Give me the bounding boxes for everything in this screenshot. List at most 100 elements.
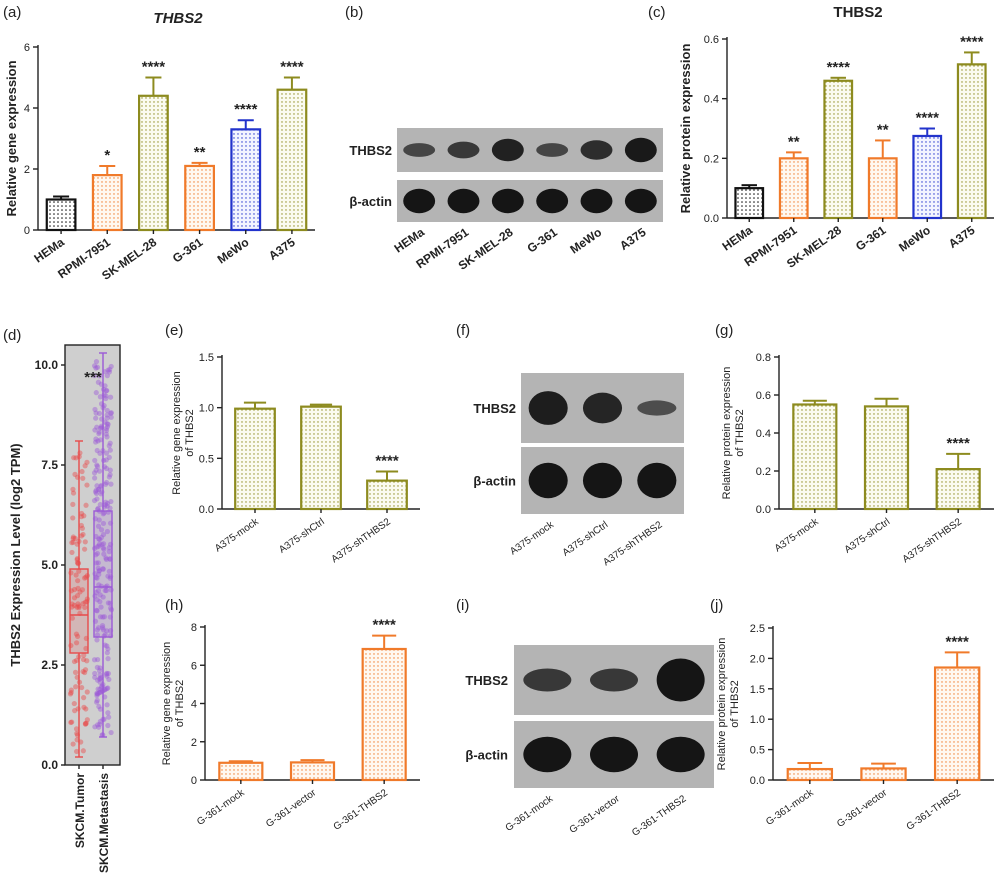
data-point [80, 531, 86, 538]
data-point [108, 410, 115, 416]
data-point [104, 643, 110, 649]
bar-a375-shthbs2 [935, 468, 981, 511]
significance-label: **** [234, 101, 258, 118]
data-point [94, 575, 100, 581]
bar-g-361-mock [786, 767, 834, 782]
data-point [104, 372, 110, 379]
bar-g-361-mock [218, 761, 264, 782]
data-point [94, 544, 100, 550]
lane-label: HEMa [392, 225, 428, 256]
data-point [93, 359, 100, 365]
data-point [94, 691, 100, 697]
bar-hema [734, 187, 765, 220]
band [580, 188, 613, 214]
data-point [108, 498, 114, 505]
band [580, 140, 613, 160]
data-point [96, 582, 102, 588]
x-tick-label: A375-mock [773, 516, 822, 555]
data-point [101, 546, 107, 552]
data-point [95, 686, 101, 692]
panel-letter-f: (f) [456, 322, 470, 339]
y-tick-label: 4 [24, 103, 30, 115]
data-point [101, 541, 107, 547]
data-point [103, 499, 109, 505]
bar-a375-shctrl [300, 405, 342, 511]
data-point [92, 489, 99, 495]
data-point [70, 515, 76, 521]
y-axis-label-2: of THBS2 [734, 409, 746, 457]
data-point [104, 434, 110, 440]
data-point [83, 574, 89, 580]
data-point [91, 497, 98, 504]
data-point [102, 383, 108, 389]
data-point [103, 395, 109, 402]
data-point [94, 637, 100, 643]
data-point [91, 363, 98, 369]
data-point [80, 668, 86, 675]
data-point [97, 721, 103, 727]
data-point [82, 599, 88, 605]
data-point [84, 689, 90, 695]
y-tick-label: 2 [24, 164, 30, 176]
y-tick-label: 8 [191, 622, 197, 634]
data-point [68, 689, 74, 696]
data-point [73, 455, 79, 461]
y-tick-label: 0.4 [704, 94, 719, 106]
data-point [77, 589, 83, 595]
data-point [75, 585, 81, 591]
data-point [100, 531, 107, 538]
band [528, 462, 568, 499]
data-point [97, 614, 104, 620]
data-point [82, 669, 88, 676]
y-tick-label: 0.0 [41, 758, 58, 772]
data-point [84, 459, 90, 465]
data-point [93, 574, 99, 581]
x-tick-label: MeWo [215, 235, 252, 267]
data-point [105, 367, 111, 373]
data-point [95, 690, 101, 697]
data-point [103, 427, 110, 434]
data-point [81, 704, 87, 710]
data-point [82, 721, 89, 727]
y-tick-label: 0.6 [756, 390, 771, 402]
data-point [93, 560, 100, 566]
box-skcm.tumor [69, 568, 89, 654]
panel-letter-d: (d) [3, 327, 21, 344]
data-point [94, 697, 100, 704]
data-point [94, 627, 100, 633]
significance-label: *** [84, 369, 102, 386]
chart-e: 0.0 0.5 1.0 1.5 A375-mock A375-shCtrl **** A375… [171, 352, 420, 565]
data-point [104, 628, 110, 634]
data-point [96, 517, 102, 523]
box-skcm.metastasis [93, 510, 113, 638]
data-point [93, 589, 99, 596]
x-tick-label: A375-shTHBS2 [329, 516, 393, 565]
x-tick-label: HEMa [31, 235, 67, 266]
western-blot-i: THBS2 β-actin G-361-mock G-361-vector G-361-… [465, 645, 714, 839]
bar-sk-mel-28 [138, 94, 169, 232]
x-tick-label: G-361 [853, 223, 889, 254]
plot-background [64, 344, 121, 766]
data-point [73, 684, 79, 690]
data-point [108, 729, 114, 736]
y-tick-label: 2.5 [41, 658, 58, 672]
data-point [104, 503, 110, 509]
data-point [82, 575, 88, 581]
data-point [93, 467, 99, 473]
bar-a375-mock [234, 407, 276, 511]
data-point [80, 601, 86, 607]
data-point [95, 656, 101, 663]
y-tick-label: 0.0 [199, 504, 214, 516]
data-point [105, 722, 111, 729]
data-point [71, 658, 78, 665]
data-point [100, 625, 106, 631]
y-tick-label: 0.8 [756, 352, 771, 364]
data-point [67, 691, 74, 697]
data-point [70, 501, 76, 507]
y-axis-label-2: of THBS2 [174, 680, 186, 728]
y-tick-label: 0.4 [756, 428, 771, 440]
data-point [78, 510, 85, 517]
y-tick-label: 1.5 [750, 684, 765, 696]
data-point [95, 438, 101, 444]
data-point [78, 514, 84, 520]
